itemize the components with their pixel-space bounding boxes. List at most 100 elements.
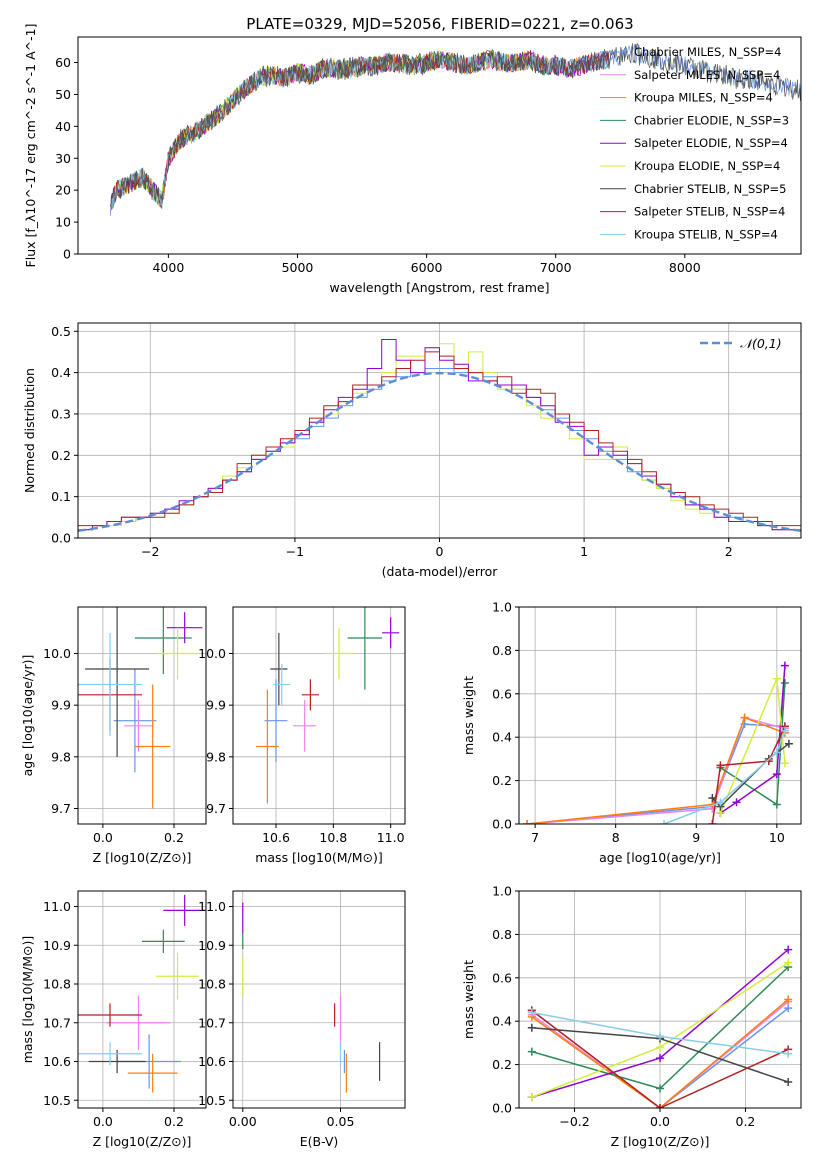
weight-marker [740, 713, 749, 722]
weight-marker [656, 1084, 664, 1093]
x-axis-label: wavelength [Angstrom, rest frame] [329, 280, 549, 295]
x-tick-label: 8 [612, 830, 620, 845]
weight-marker [780, 661, 789, 670]
weight-marker [716, 761, 725, 770]
x-tick-label: 0.2 [164, 830, 184, 845]
y-axis-label: Normed distribution [22, 368, 37, 493]
weight-marker [784, 995, 793, 1004]
x-axis-label: Z [log10(Z/Z⊙)] [93, 1134, 192, 1149]
observed-spectrum-line [110, 43, 801, 207]
y-tick-label: 11.0 [198, 899, 226, 914]
y-tick-label: 0.5 [51, 324, 71, 339]
weight-line [711, 743, 790, 808]
y-tick-label: 9.9 [206, 698, 226, 713]
y-tick-label: 10.8 [198, 977, 226, 992]
gaussian-reference-line [78, 371, 801, 532]
legend-label: Salpeter STELIB, N_SSP=4 [634, 205, 785, 219]
y-tick-label: 0 [63, 247, 71, 262]
weight-marker [780, 759, 789, 768]
weight-marker [784, 739, 793, 748]
axes-frame [77, 606, 207, 825]
y-tick-label: 11.0 [43, 899, 71, 914]
weight-line [531, 1001, 789, 1108]
x-tick-label: 0.2 [164, 1114, 184, 1129]
y-axis-label: mass weight [461, 676, 476, 755]
legend: 𝒩(0,1) [700, 336, 782, 351]
x-tick-label: 11.0 [377, 830, 405, 845]
y-tick-label: 20 [55, 183, 71, 198]
x-tick-label: 4000 [152, 260, 184, 275]
x-axis-label: (data-model)/error [382, 564, 499, 579]
y-tick-label: 1.0 [492, 600, 512, 615]
x-tick-label: 5000 [282, 260, 314, 275]
x-axis-label: Z [log10(Z/Z⊙)] [93, 850, 192, 865]
weight-marker [656, 1032, 664, 1041]
panel-spectrum: 4000 5000 6000 7000 8000 0 10 20 30 40 50 60 Chabrie… [23, 24, 802, 295]
weight-line [527, 716, 786, 824]
legend: Chabrier MILES, N_SSP=4 Salpeter MILES, N… [600, 45, 789, 241]
axes-frame [77, 322, 802, 539]
y-tick-label: 0.2 [492, 773, 512, 788]
plot-area [78, 339, 801, 538]
y-tick-label: 10 [55, 215, 71, 230]
plot-area [527, 945, 793, 1108]
x-tick-label: 6000 [411, 260, 443, 275]
x-tick-label: 0.05 [327, 1114, 355, 1129]
panel-mass-vs-EBV: 0.00 0.05 10.5 10.6 10.7 10.8 10.9 11.0 E(B-V) [198, 890, 406, 1149]
y-tick-label: 10.7 [43, 1015, 71, 1030]
x-tick-label: 10.6 [262, 830, 290, 845]
plot-area [242, 902, 381, 1093]
weight-marker [780, 678, 789, 687]
weight-marker [656, 1104, 664, 1108]
axes-frame [77, 36, 802, 255]
plot-area [78, 894, 206, 1093]
y-tick-label: 0.1 [51, 489, 71, 504]
weight-marker [708, 793, 717, 802]
y-tick-label: 30 [55, 151, 71, 166]
y-tick-label: 9.7 [51, 801, 71, 816]
y-axis-label: mass [log10(M/M⊙)] [20, 936, 35, 1064]
plot-area [78, 607, 203, 809]
panel-residuals: −2 −1 0 1 2 0.0 0.1 0.2 0.3 0.4 0.5 𝒩(0,1) (data-mod… [22, 322, 802, 579]
panel-weight-vs-Z: −0.2 0.0 0.2 0.0 0.2 0.4 0.6 0.8 1.0 Z [log10(Z/Z… [461, 884, 802, 1149]
x-tick-label: 7 [531, 830, 539, 845]
y-tick-label: 60 [55, 55, 71, 70]
x-tick-label: −0.2 [559, 1114, 589, 1129]
legend-label: Salpeter MILES, N_SSP=4 [634, 68, 780, 82]
y-axis-label: Flux [f_λ10^-17 erg cm^-2 s^-1 A^-1] [23, 24, 38, 268]
x-tick-label: 0.0 [93, 830, 113, 845]
legend-label: Kroupa STELIB, N_SSP=4 [634, 227, 778, 241]
weight-line [527, 716, 786, 824]
y-tick-label: 9.7 [206, 801, 226, 816]
weight-marker [656, 1054, 664, 1063]
y-tick-label: 9.8 [51, 749, 71, 764]
y-tick-label: 0.4 [51, 365, 71, 380]
x-axis-label: mass [log10(M/M⊙)] [255, 850, 383, 865]
x-tick-label: 0.0 [93, 1114, 113, 1129]
legend-label: 𝒩(0,1) [740, 336, 782, 351]
weight-marker [660, 820, 669, 824]
y-tick-label: 10.6 [198, 1054, 226, 1069]
y-tick-label: 0.0 [492, 817, 512, 832]
weight-marker [656, 1043, 664, 1052]
weight-marker [732, 798, 741, 807]
axes-frame [232, 606, 406, 825]
y-tick-label: 0.8 [492, 643, 512, 658]
axes-frame [232, 890, 406, 1109]
x-tick-label: 7000 [540, 260, 572, 275]
weight-marker [708, 820, 717, 824]
y-tick-label: 40 [55, 119, 71, 134]
y-axis-label: mass weight [461, 960, 476, 1039]
x-tick-label: 10.8 [319, 830, 347, 845]
y-tick-label: 0.3 [51, 406, 71, 421]
y-tick-label: 10.6 [43, 1054, 71, 1069]
y-axis-label: age [log10(age/yr)] [20, 655, 35, 777]
x-tick-label: 1 [580, 544, 588, 559]
axes-frame [518, 606, 802, 825]
y-tick-label: 9.9 [51, 698, 71, 713]
y-tick-label: 0.4 [492, 1014, 512, 1029]
y-tick-label: 1.0 [492, 884, 512, 899]
x-tick-label: 0.00 [229, 1114, 257, 1129]
y-tick-label: 50 [55, 87, 71, 102]
panels: 4000 5000 6000 7000 80000102030405060Chabrie… [20, 24, 802, 1149]
